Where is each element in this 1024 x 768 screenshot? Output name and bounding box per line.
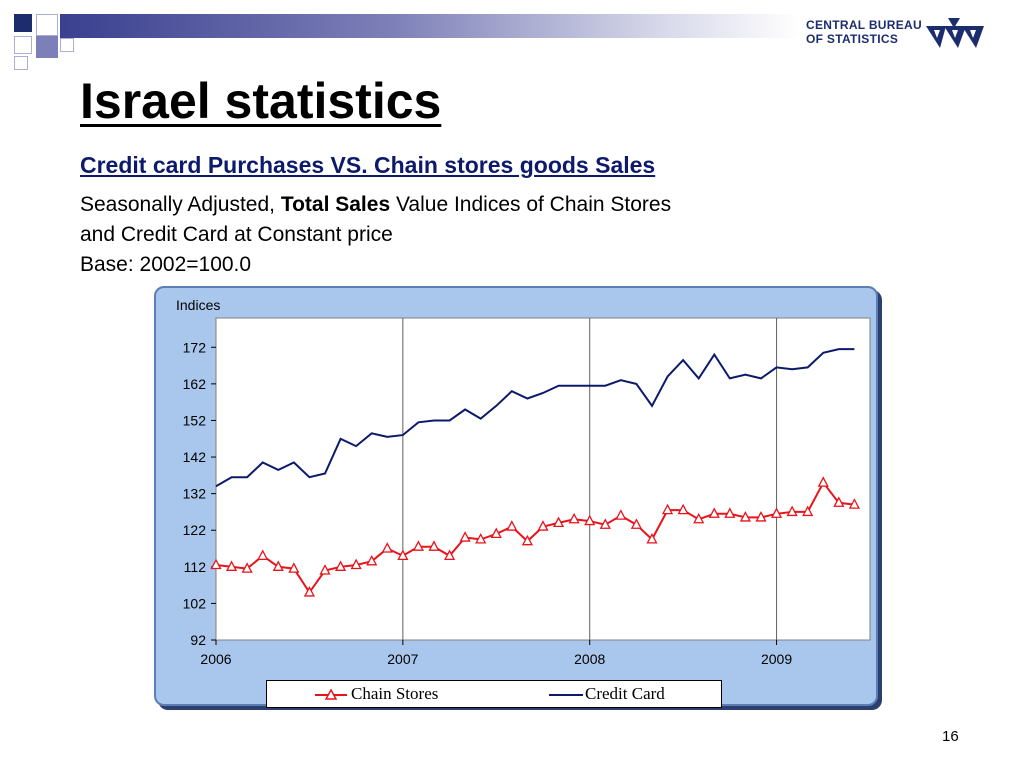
x-tick-label: 2007: [387, 651, 418, 667]
description-line-3: Base: 2002=100.0: [80, 253, 252, 276]
data-point-chain-stores: [848, 498, 860, 509]
description-suffix: Value Indices of Chain Stores: [390, 193, 672, 216]
data-point-chain-stores: [755, 511, 767, 522]
data-point-chain-stores: [303, 586, 316, 597]
data-point-chain-stores: [739, 511, 751, 522]
data-point-chain-stores: [802, 505, 814, 517]
y-tick-label: 132: [183, 486, 207, 502]
description-bold: Total Sales: [280, 193, 391, 216]
legend-swatches: [315, 688, 583, 700]
data-point-chain-stores: [693, 512, 705, 524]
data-point-chain-stores: [584, 514, 596, 526]
y-tick-label: 172: [183, 339, 207, 355]
data-point-chain-stores: [272, 560, 284, 571]
legend-marker-chain-stores: [324, 688, 338, 700]
data-point-chain-stores: [428, 540, 440, 551]
decorative-square: [36, 36, 58, 58]
data-point-chain-stores: [350, 558, 362, 570]
data-point-chain-stores: [241, 562, 253, 573]
y-tick-label: 142: [183, 449, 207, 465]
x-tick-label: 2008: [574, 651, 605, 667]
chart-subtitle: Credit card Purchases VS. Chain stores g…: [80, 152, 656, 178]
line-chart: Indices 92 102 112 122 132 142 152 162 172 2006 200…: [176, 297, 871, 667]
data-point-chain-stores: [412, 540, 425, 551]
data-point-chain-stores: [225, 560, 238, 571]
data-point-chain-stores: [459, 531, 471, 542]
data-point-chain-stores: [443, 549, 456, 560]
decorative-square: [14, 36, 32, 54]
decorative-square: [36, 14, 58, 36]
y-tick-label: 162: [183, 376, 207, 392]
data-point-chain-stores: [521, 534, 533, 546]
chart-description: Seasonally Adjusted, Total Sales Value I…: [80, 190, 671, 280]
data-point-chain-stores: [786, 505, 798, 517]
decorative-square: [14, 14, 32, 32]
cbs-logo: CENTRAL BUREAU OF STATISTICS: [806, 18, 986, 52]
data-point-chain-stores: [490, 527, 502, 539]
data-point-chain-stores: [475, 532, 487, 544]
y-tick-label: 102: [183, 595, 207, 611]
description-prefix: Seasonally Adjusted,: [80, 193, 281, 216]
y-tick-label: 122: [183, 522, 207, 538]
series-line-credit-card: [215, 348, 855, 488]
description-line-1: Seasonally Adjusted, Total Sales Value I…: [80, 190, 671, 220]
chart-legend: Chain Stores Credit Card: [266, 680, 722, 708]
data-point-chain-stores: [833, 496, 845, 507]
legend-label-credit-card: Credit Card: [585, 684, 665, 703]
data-point-chain-stores: [366, 554, 378, 566]
description-line-2: and Credit Card at Constant price: [80, 223, 393, 246]
logo-text: CENTRAL BUREAU OF STATISTICS: [806, 18, 922, 46]
data-point-chain-stores: [646, 532, 658, 544]
header-gradient-bar: [60, 14, 800, 38]
data-point-chain-stores: [381, 542, 393, 553]
decorative-square: [60, 38, 74, 52]
data-point-chain-stores: [599, 518, 611, 529]
data-point-chain-stores: [708, 507, 720, 518]
cbs-emblem-icon: [926, 18, 984, 48]
y-tick-label: 92: [190, 632, 206, 648]
data-point-chain-stores: [288, 562, 300, 573]
data-point-chain-stores: [334, 560, 347, 571]
data-point-chain-stores: [506, 520, 518, 531]
data-point-chain-stores: [677, 503, 689, 515]
logo-line2: OF STATISTICS: [806, 32, 899, 46]
x-tick-label: 2009: [761, 651, 792, 667]
data-point-chain-stores: [319, 564, 331, 575]
data-point-chain-stores: [537, 520, 549, 531]
data-point-chain-stores: [210, 558, 222, 570]
data-point-chain-stores: [568, 512, 580, 524]
data-point-chain-stores: [257, 549, 269, 560]
data-point-chain-stores: [552, 516, 565, 528]
page-title: Israel statistics: [80, 73, 442, 129]
data-point-chain-stores: [724, 507, 736, 518]
data-point-chain-stores: [817, 476, 829, 487]
logo-line1: CENTRAL BUREAU: [806, 18, 922, 32]
y-tick-label: 112: [184, 559, 207, 575]
x-tick-label: 2006: [200, 651, 231, 667]
plot-area: [215, 317, 871, 641]
data-point-chain-stores: [397, 549, 409, 560]
y-axis-label: Indices: [176, 297, 220, 313]
data-point-chain-stores: [615, 509, 627, 520]
page-number: 16: [942, 728, 959, 745]
data-point-chain-stores: [630, 518, 642, 529]
data-point-chain-stores: [661, 503, 674, 515]
legend-label-chain-stores: Chain Stores: [351, 684, 439, 703]
data-point-chain-stores: [770, 507, 783, 518]
decorative-square: [14, 56, 28, 70]
chart-frame: Indices 92 102 112 122 132 142 152 162 172 2006 200…: [154, 286, 878, 706]
y-tick-label: 152: [183, 412, 207, 428]
